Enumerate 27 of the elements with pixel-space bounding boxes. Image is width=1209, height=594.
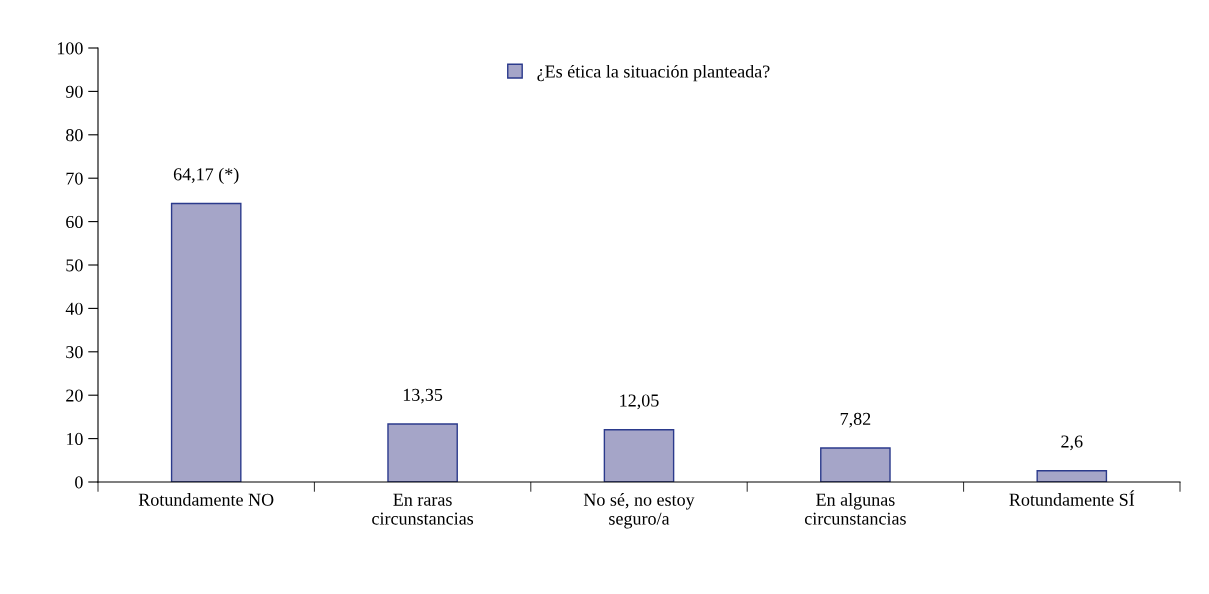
bar — [387, 423, 458, 482]
data-label: 12,05 — [620, 394, 659, 410]
y-tick-label: 0 — [75, 476, 83, 489]
data-label: 7,82 — [840, 412, 871, 428]
y-tick-label: 50 — [66, 259, 83, 272]
legend-label: ¿Es ética la situación planteada? — [537, 64, 770, 82]
data-label: 64,17 (*) — [173, 167, 239, 185]
data-label: 2,6 — [1061, 435, 1083, 451]
y-tick-label: 100 — [57, 42, 83, 55]
y-tick-label: 10 — [66, 432, 83, 446]
y-tick-label: 60 — [66, 215, 83, 229]
bar — [1036, 470, 1108, 482]
bar — [170, 202, 242, 482]
bar — [603, 429, 675, 482]
y-tick-label: 20 — [66, 389, 83, 402]
y-tick-label: 70 — [66, 172, 83, 185]
x-tick-label: Rotundamente SÍ — [1009, 490, 1135, 506]
x-tick-label: No sé, no estoy seguro/a — [583, 493, 695, 529]
x-tick-label: En algunas circunstancias — [804, 493, 906, 525]
y-tick-label: 30 — [66, 346, 83, 359]
bar — [820, 447, 891, 482]
y-tick-label: 80 — [66, 129, 83, 142]
y-tick-label: 90 — [65, 85, 83, 98]
x-tick-label: Rotundamente NO — [138, 493, 274, 506]
data-label: 13,35 — [403, 388, 443, 404]
x-tick-label: En raras circunstancias — [372, 493, 474, 525]
y-tick-label: 40 — [65, 302, 83, 315]
